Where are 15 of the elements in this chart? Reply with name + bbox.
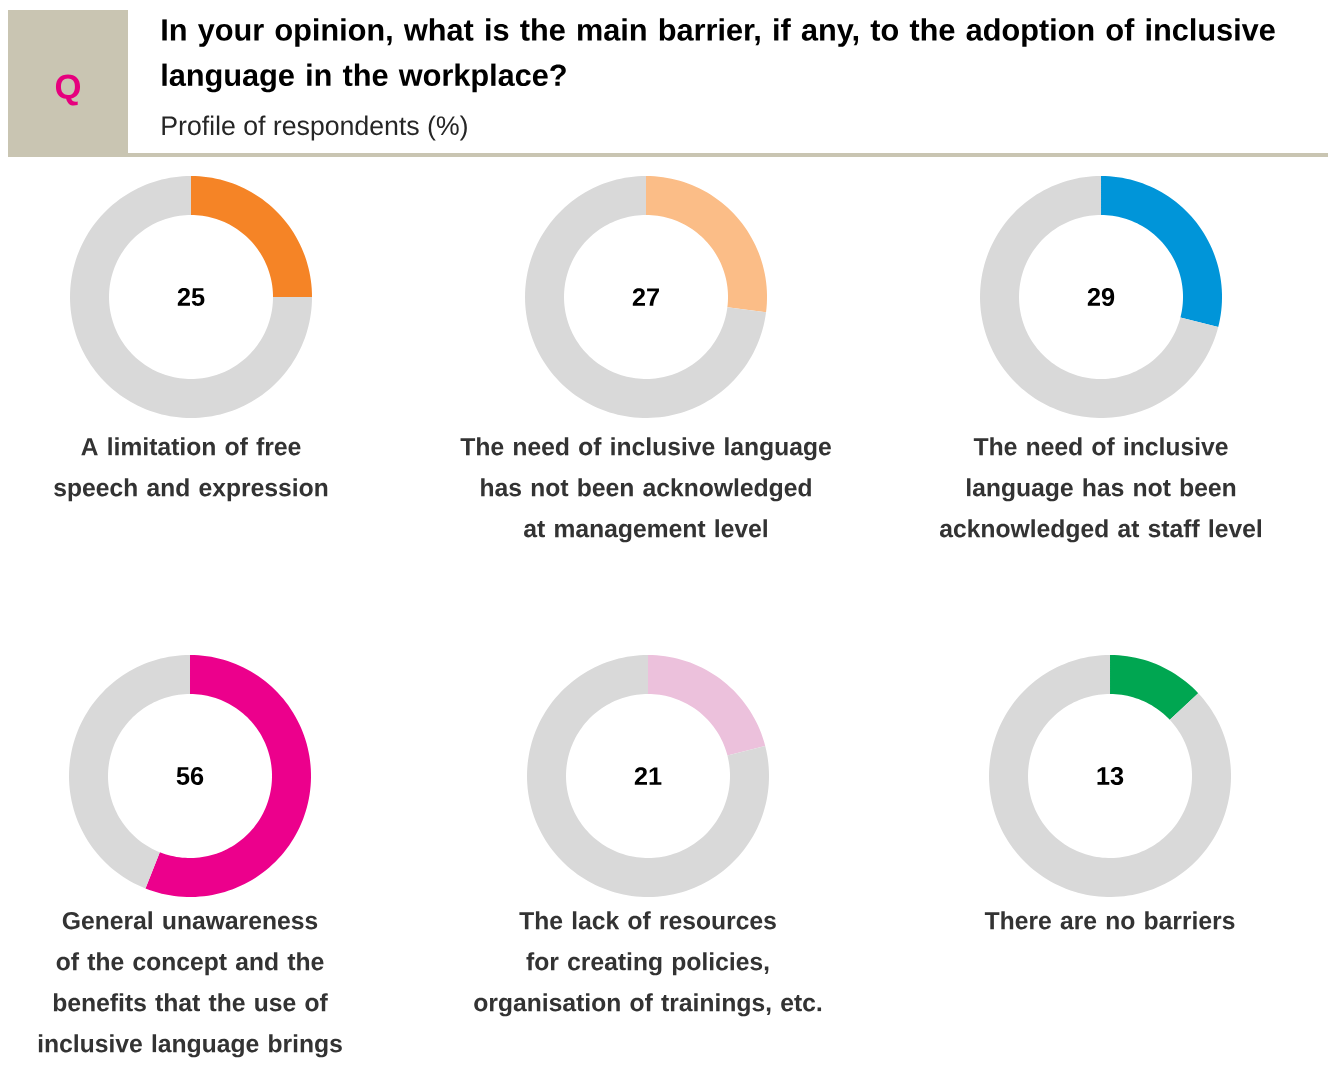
- text: In your opinion, what is the main barrier, if any, to the adoption of inclusive language in the workplace?: [162, 18, 1275, 93]
- text: 21: [634, 767, 662, 785]
- text: 27: [632, 288, 659, 306]
- text: The need of inclusive language has not been acknowledged at management level: [460, 437, 831, 543]
- text: 13: [1097, 767, 1124, 785]
- text: 25: [177, 288, 205, 306]
- text: Q: [55, 74, 81, 106]
- text: There are no barriers: [984, 911, 1235, 930]
- text: General unawareness of the concept and the benefits that the use of inclusive language brings: [38, 911, 342, 1058]
- text: 29: [1087, 288, 1115, 306]
- text: Profile of respondents (%): [162, 115, 467, 141]
- text: A limitation of free speech and expression: [54, 437, 328, 502]
- text: The lack of resources for creating policies, organisation of trainings, etc.: [474, 911, 822, 1017]
- text: The need of inclusive language has not been acknowledged at staff level: [939, 437, 1261, 543]
- text: 56: [176, 767, 204, 785]
